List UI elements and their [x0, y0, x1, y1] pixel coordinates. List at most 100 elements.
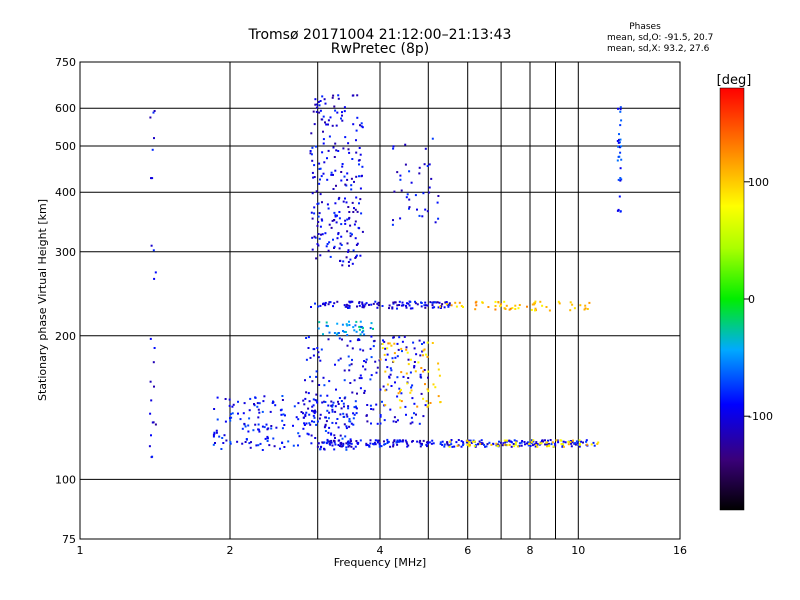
data-point: [342, 330, 344, 332]
data-point: [342, 260, 345, 263]
data-point: [428, 441, 431, 444]
data-point: [422, 397, 425, 400]
data-point: [481, 301, 484, 304]
data-point: [150, 434, 152, 437]
data-point: [343, 397, 346, 400]
data-point: [619, 138, 622, 141]
data-point: [557, 300, 560, 303]
data-point: [359, 320, 362, 323]
data-point: [414, 194, 417, 197]
data-point: [149, 380, 152, 383]
data-point: [496, 443, 499, 446]
data-point: [358, 159, 361, 162]
data-point: [619, 177, 622, 179]
data-point: [310, 434, 313, 437]
data-point: [308, 413, 311, 416]
data-point: [517, 307, 520, 310]
data-point: [317, 442, 320, 445]
data-point: [355, 151, 358, 154]
data-point: [388, 342, 391, 345]
data-point: [319, 254, 322, 257]
data-point: [424, 304, 427, 307]
data-point: [384, 389, 387, 392]
data-point: [328, 331, 331, 334]
data-point: [348, 264, 350, 267]
data-point: [415, 353, 418, 356]
data-point: [317, 244, 320, 247]
data-point: [448, 444, 451, 447]
data-point: [475, 304, 478, 307]
data-point: [444, 301, 447, 304]
data-point: [336, 111, 339, 114]
data-point: [571, 441, 574, 444]
data-point: [304, 397, 307, 400]
data-point: [462, 306, 464, 308]
data-point: [310, 306, 312, 308]
data-point: [538, 442, 541, 445]
data-point: [473, 440, 476, 443]
data-point: [372, 327, 374, 330]
data-point: [304, 379, 306, 382]
data-point: [318, 168, 321, 170]
data-point: [466, 440, 469, 443]
data-point: [361, 301, 364, 304]
data-point: [266, 435, 269, 438]
data-point: [331, 410, 334, 413]
data-point: [281, 399, 284, 401]
data-point: [474, 301, 477, 304]
data-point: [376, 422, 379, 425]
data-point: [424, 404, 427, 407]
data-point: [313, 206, 316, 209]
data-point: [339, 357, 342, 360]
data-point: [547, 442, 550, 445]
data-point: [308, 400, 311, 403]
data-point: [328, 442, 331, 445]
data-point: [327, 119, 330, 122]
data-point: [257, 416, 260, 419]
data-point: [330, 226, 333, 229]
data-point: [443, 445, 446, 448]
data-point: [334, 142, 337, 145]
data-point: [423, 369, 426, 371]
data-point: [396, 307, 398, 310]
data-point: [224, 420, 227, 423]
data-point: [274, 404, 277, 407]
data-point: [431, 342, 434, 344]
data-point: [378, 443, 381, 446]
data-point: [347, 407, 350, 410]
data-point: [417, 361, 420, 364]
data-point: [229, 419, 232, 422]
data-point: [386, 442, 389, 444]
data-point: [396, 355, 399, 358]
data-point: [319, 109, 322, 112]
data-point: [619, 179, 622, 182]
data-point: [468, 445, 471, 448]
data-point: [327, 249, 330, 252]
data-point: [384, 347, 387, 350]
data-point: [361, 230, 364, 233]
data-point: [243, 402, 246, 405]
data-point: [402, 304, 405, 307]
data-point: [404, 143, 407, 146]
data-point: [344, 331, 347, 333]
data-point: [616, 159, 619, 162]
data-point: [446, 443, 449, 446]
data-point: [318, 212, 321, 215]
data-point: [477, 443, 479, 446]
data-point: [381, 347, 384, 350]
data-point: [359, 439, 362, 442]
data-point: [545, 442, 548, 445]
data-point: [504, 441, 507, 444]
data-point: [348, 420, 351, 423]
data-point: [333, 302, 336, 305]
data-point: [315, 110, 318, 113]
data-point: [438, 374, 441, 377]
data-point: [369, 378, 372, 381]
data-point: [460, 305, 463, 307]
data-point: [327, 123, 329, 126]
data-point: [462, 444, 464, 447]
data-point: [618, 138, 620, 141]
data-point: [390, 369, 393, 372]
data-point: [330, 400, 333, 403]
